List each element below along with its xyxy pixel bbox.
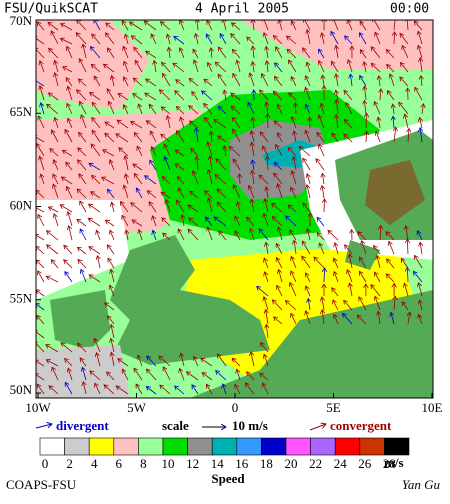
colorbar-label: 22 (309, 456, 322, 471)
colorbar-unit: m/s (384, 455, 404, 470)
legend-divergent: divergent (56, 418, 109, 433)
lat-label: 50N (10, 382, 33, 397)
colorbar-label: 2 (66, 456, 73, 471)
colorbar-label: 18 (260, 456, 273, 471)
colorbar-swatch (335, 438, 360, 455)
colorbar-label: 6 (116, 456, 123, 471)
colorbar-swatch (261, 438, 286, 455)
colorbar-label: 4 (91, 456, 98, 471)
date-title: 4 April 2005 (195, 2, 289, 17)
lat-label: 60N (10, 197, 33, 212)
colorbar-label: 16 (235, 456, 249, 471)
colorbar-swatch (311, 438, 336, 455)
colorbar-swatch (65, 438, 90, 455)
footer-right: Yan Gu (402, 477, 441, 492)
footer-left: COAPS-FSU (6, 477, 77, 492)
colorbar-label: 24 (334, 456, 348, 471)
wind-vector (268, 114, 269, 128)
convergent-arrow (310, 424, 326, 430)
colorbar-label: 20 (285, 456, 298, 471)
colorbar-label: 12 (186, 456, 199, 471)
colorbar-swatch (237, 438, 262, 455)
colorbar-swatch (188, 438, 213, 455)
lon-label: 10W (25, 400, 51, 415)
colorbar-label: 10 (162, 456, 175, 471)
lon-label: 5W (127, 400, 147, 415)
legend-convergent: convergent (330, 418, 392, 433)
lon-label: 10E (422, 400, 443, 415)
colorbar-swatch (114, 438, 139, 455)
colorbar-label: 26 (358, 456, 372, 471)
colorbar-swatch (163, 438, 188, 455)
map-area (32, 16, 433, 398)
colorbar-swatch (89, 438, 114, 455)
lat-label: 65N (10, 104, 33, 119)
divergent-arrow (36, 424, 52, 428)
colorbar-swatch (138, 438, 163, 455)
colorbar-swatch (286, 438, 311, 455)
time-title: 00:00 (390, 2, 429, 17)
colorbar-swatch (384, 438, 409, 455)
region-lightgray (36, 345, 130, 398)
lon-label: 0 (232, 400, 239, 415)
legend-scale: scale (162, 418, 189, 433)
lat-label: 55N (10, 291, 33, 306)
colorbar-label: 0 (42, 456, 49, 471)
colorbar-label: 14 (211, 456, 225, 471)
legend-scale-value: 10 m/s (232, 418, 268, 433)
colorbar-swatch (212, 438, 237, 455)
wind-vector (324, 199, 325, 212)
lat-label: 70N (10, 13, 33, 28)
colorbar-swatch (40, 438, 65, 455)
colorbar-swatch (360, 438, 385, 455)
colorbar-label: 8 (140, 456, 147, 471)
colorbar-title: Speed (211, 471, 245, 486)
lon-label: 5E (326, 400, 341, 415)
